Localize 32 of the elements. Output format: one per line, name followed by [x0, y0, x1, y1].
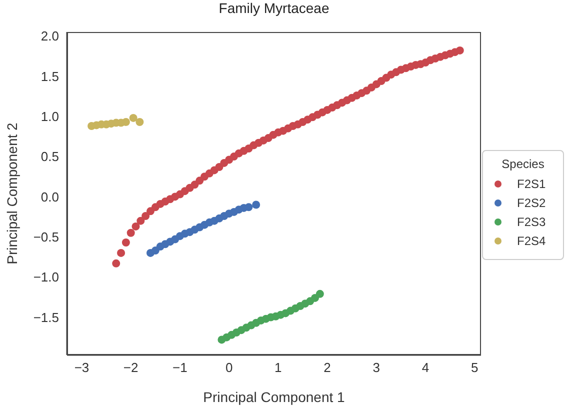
x-tick-label: 4 [422, 360, 430, 376]
y-axis-title: Principal Component 2 [4, 122, 20, 264]
legend-label: F2S4 [517, 234, 546, 248]
point [311, 294, 320, 302]
point [136, 118, 144, 126]
legend-label: F2S2 [517, 196, 546, 210]
y-tick-label: 1.0 [40, 108, 59, 124]
y-tick-label: 0.5 [40, 149, 59, 164]
legend-label: F2S3 [517, 215, 546, 229]
y-tick-label: −1.5 [33, 310, 59, 325]
legend-label: F2S1 [517, 177, 546, 191]
chart-title: Family Myrtaceae [218, 0, 330, 16]
point [129, 114, 138, 122]
legend-title: Species [500, 157, 546, 171]
y-tick-label: −1.0 [33, 270, 59, 285]
y-tick-label: 0.0 [40, 189, 59, 204]
x-tick-label: 0 [225, 360, 233, 376]
x-tick-label: −2 [123, 360, 138, 376]
x-tick-label: 3 [372, 360, 380, 376]
point [252, 200, 260, 209]
point [316, 290, 324, 298]
y-tick-label: 2.0 [40, 28, 59, 44]
x-tick-label: −1 [172, 360, 188, 376]
x-tick-label: 1 [274, 360, 282, 376]
x-tick-label: −3 [74, 360, 90, 376]
y-tick-label: −0.5 [33, 230, 59, 245]
point [244, 203, 253, 212]
x-tick-label: 5 [471, 360, 478, 376]
x-axis-title: Principal Component 1 [203, 389, 346, 405]
y-tick-label: 1.5 [40, 68, 59, 84]
x-tick-label: 2 [324, 360, 331, 376]
point [122, 118, 130, 126]
